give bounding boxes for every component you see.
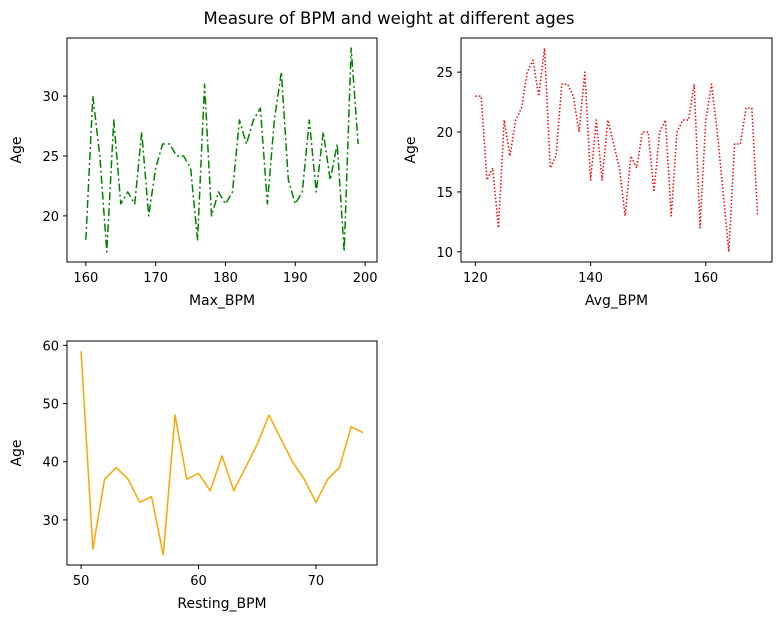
x-tick-label: 60 (190, 574, 207, 589)
x-tick-label: 180 (213, 271, 238, 286)
series-line-0 (475, 47, 759, 253)
y-tick-label: 10 (436, 246, 453, 261)
x-tick-label: 160 (693, 271, 718, 286)
subplot-max-bpm: 160 170 180 190 200 20 25 30 Max_BPM Age (9, 37, 378, 309)
subplot-avg-bpm: 120 140 160 10 15 20 25 Avg_BPM Age (403, 37, 773, 309)
x-axis-label: Max_BPM (189, 293, 255, 309)
y-tick-label: 25 (436, 66, 453, 81)
y-tick-label: 30 (42, 514, 59, 529)
x-tick-label: 160 (73, 271, 98, 286)
series-line-0 (85, 47, 359, 253)
x-tick-label: 50 (73, 574, 90, 589)
x-axis-label: Avg_BPM (585, 293, 648, 309)
y-tick-label: 25 (42, 150, 59, 165)
plot-area: 50 60 70 30 40 50 60 (42, 339, 378, 589)
x-axis-label: Resting_BPM (177, 596, 266, 612)
y-tick-label: 30 (42, 90, 59, 105)
plot-area: 120 140 160 10 15 20 25 (436, 37, 773, 286)
y-tick-label: 40 (42, 456, 59, 471)
y-tick-label: 20 (436, 126, 453, 141)
x-tick-label: 70 (308, 574, 325, 589)
axes-frame (460, 37, 773, 263)
x-tick-label: 200 (353, 271, 378, 286)
y-tick-label: 15 (436, 186, 453, 201)
subplot-resting-bpm: 50 60 70 30 40 50 60 Resting_BPM Age (9, 339, 378, 612)
figure-title: Measure of BPM and weight at different a… (204, 9, 575, 28)
y-axis-label: Age (9, 136, 25, 163)
x-tick-label: 170 (143, 271, 168, 286)
x-tick-label: 120 (463, 271, 488, 286)
y-tick-label: 60 (42, 339, 59, 354)
y-tick-label: 20 (42, 210, 59, 225)
y-axis-label: Age (403, 136, 419, 163)
axes-frame (66, 340, 378, 566)
series-line-0 (80, 351, 364, 556)
y-tick-label: 50 (42, 398, 59, 413)
y-axis-label: Age (9, 439, 25, 466)
x-tick-label: 140 (578, 271, 603, 286)
plot-area: 160 170 180 190 200 20 25 30 (42, 37, 378, 286)
axes-frame (66, 37, 378, 263)
x-tick-label: 190 (283, 271, 308, 286)
